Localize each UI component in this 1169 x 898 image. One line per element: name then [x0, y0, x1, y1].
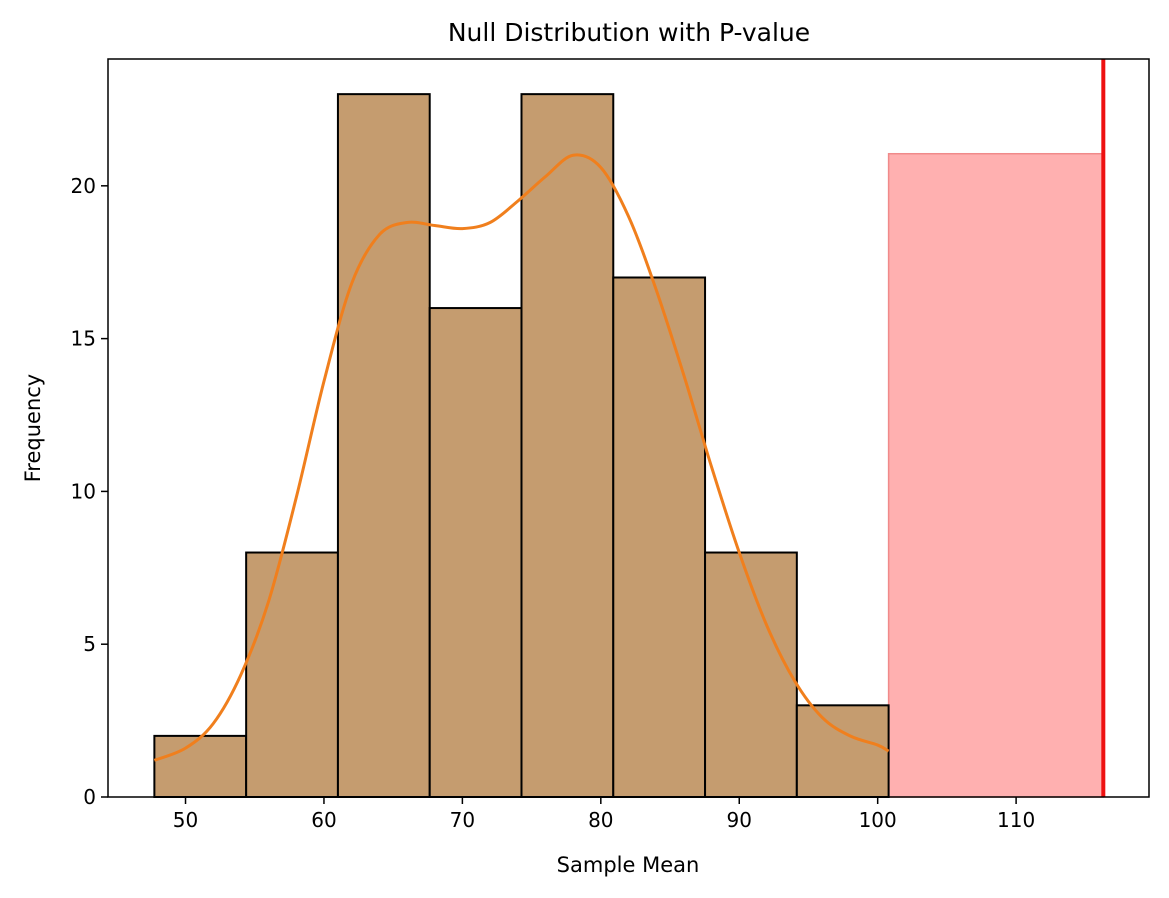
x-tick-label: 110 [997, 808, 1035, 832]
x-axis-label: Sample Mean [557, 853, 700, 877]
histogram-bar [795, 704, 890, 799]
y-tick-label: 20 [71, 174, 96, 198]
p-value-region-layer [887, 152, 1105, 798]
x-tick-label: 60 [311, 808, 336, 832]
histogram-bar [245, 551, 339, 798]
x-tick-label: 100 [859, 808, 897, 832]
y-tick-label: 10 [71, 479, 96, 503]
y-tick-label: 15 [71, 327, 96, 351]
histogram-bar [428, 307, 523, 798]
chart-title: Null Distribution with P-value [448, 18, 810, 47]
y-tick-label: 0 [83, 785, 96, 809]
x-tick-label: 70 [450, 808, 475, 832]
y-tick-label: 5 [83, 632, 96, 656]
histogram-bar [612, 276, 707, 798]
histogram-bar [520, 93, 615, 798]
x-tick-label: 50 [173, 808, 198, 832]
p-value-region [887, 152, 1105, 798]
x-axis-ticks: 50 60 70 80 90 100 110 [173, 797, 1035, 832]
histogram-bar [704, 551, 798, 798]
x-tick-label: 90 [727, 808, 752, 832]
y-axis-label: Frequency [21, 374, 45, 483]
x-tick-label: 80 [588, 808, 613, 832]
plot-frame [107, 58, 1150, 798]
y-axis-ticks: 0 5 10 15 20 [71, 174, 108, 809]
histogram-bars [153, 93, 890, 799]
kde-curve [153, 153, 890, 762]
kde-curve-layer [153, 153, 890, 762]
histogram-bar [153, 734, 248, 798]
histogram-bar [336, 93, 431, 798]
